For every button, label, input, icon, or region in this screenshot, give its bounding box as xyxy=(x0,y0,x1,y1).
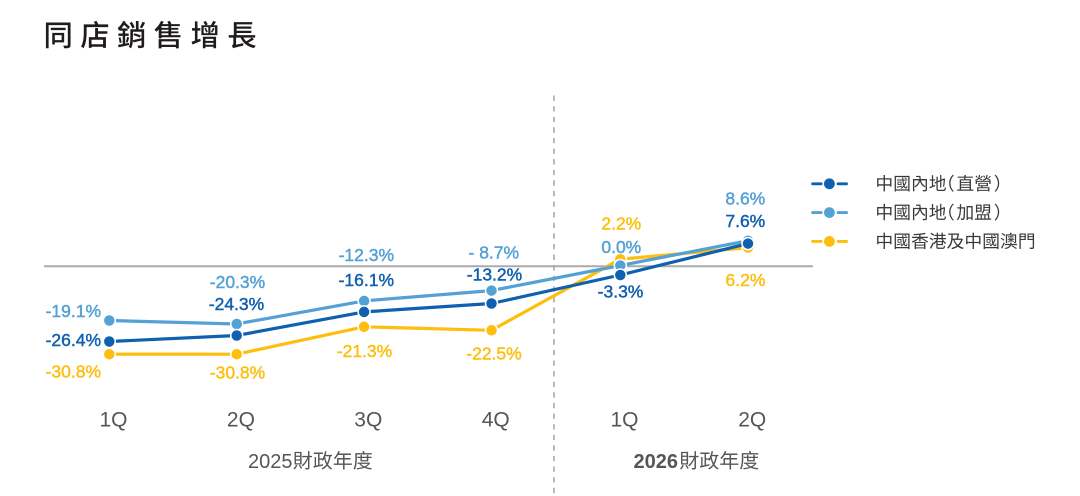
svg-text:2025: 2025 xyxy=(248,451,293,473)
svg-text:3Q: 3Q xyxy=(354,409,382,432)
svg-text:2026: 2026 xyxy=(634,451,679,473)
svg-text:6.2%: 6.2% xyxy=(726,270,766,290)
svg-text:7.6%: 7.6% xyxy=(725,211,765,231)
svg-text:1Q: 1Q xyxy=(99,409,127,432)
svg-text:-22.5%: -22.5% xyxy=(466,343,521,363)
svg-text:- 8.7%: - 8.7% xyxy=(469,242,520,262)
svg-text:2Q: 2Q xyxy=(738,409,766,432)
svg-text:2Q: 2Q xyxy=(227,409,255,432)
svg-text:1Q: 1Q xyxy=(610,409,638,432)
svg-text:-3.3%: -3.3% xyxy=(598,281,644,301)
svg-text:8.6%: 8.6% xyxy=(725,188,765,208)
svg-text:-30.8%: -30.8% xyxy=(46,362,101,382)
svg-text:-20.3%: -20.3% xyxy=(210,272,265,292)
svg-text:-21.3%: -21.3% xyxy=(337,341,392,361)
svg-text:-26.4%: -26.4% xyxy=(46,330,101,350)
svg-text:-19.1%: -19.1% xyxy=(46,301,101,321)
svg-text:-24.3%: -24.3% xyxy=(209,294,264,314)
svg-text:-16.1%: -16.1% xyxy=(339,270,394,290)
svg-text:-30.8%: -30.8% xyxy=(210,363,265,383)
svg-text:4Q: 4Q xyxy=(482,409,510,432)
svg-text:0.0%: 0.0% xyxy=(601,237,641,257)
svg-text:-12.3%: -12.3% xyxy=(339,245,394,265)
svg-text:-13.2%: -13.2% xyxy=(467,264,522,284)
svg-text:2.2%: 2.2% xyxy=(601,214,641,234)
